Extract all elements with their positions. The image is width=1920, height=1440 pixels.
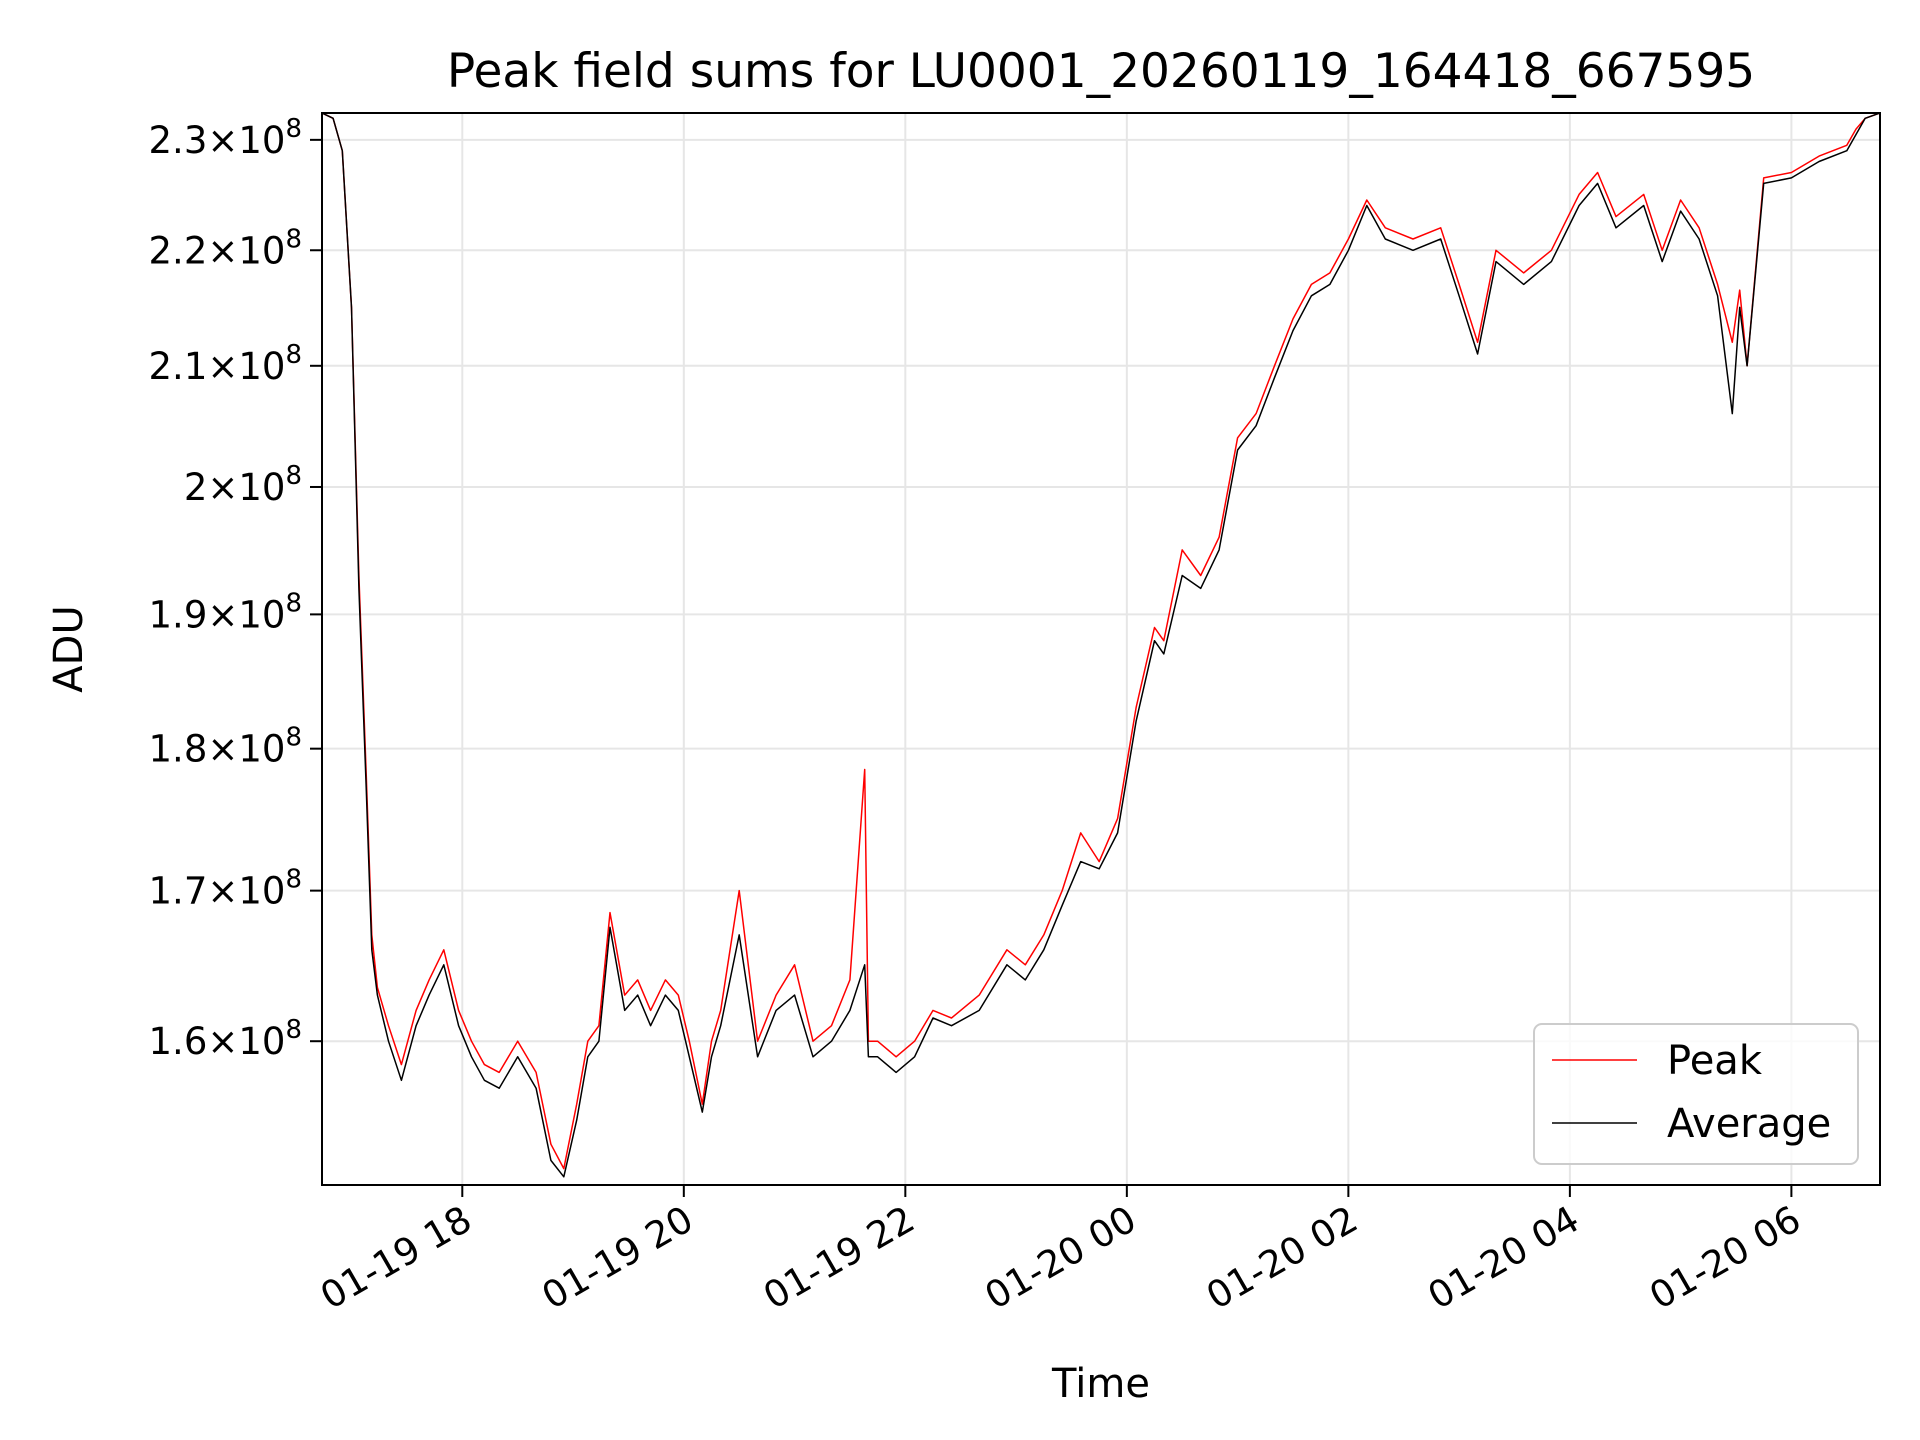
- y-tick-label: 2.3×108: [149, 114, 302, 162]
- y-tick-label: 2.1×108: [149, 340, 302, 388]
- plot-area-frame: [321, 112, 1881, 1186]
- legend-label-peak: Peak: [1667, 1038, 1763, 1084]
- series-line-peak: [322, 113, 1880, 1170]
- y-tick-label: 1.6×108: [149, 1015, 302, 1063]
- legend-box: [1533, 1023, 1859, 1165]
- y-tick-label: 1.8×108: [149, 723, 302, 771]
- legend: Peak Average: [1533, 1023, 1859, 1165]
- plot-series: [322, 113, 1880, 1178]
- y-tick-label: 2×108: [184, 461, 302, 509]
- chart-title: Peak field sums for LU0001_20260119_1644…: [447, 44, 1755, 99]
- series-line-average: [322, 113, 1880, 1178]
- y-tick-label: 2.2×108: [149, 224, 302, 272]
- y-axis-label: ADU: [46, 605, 92, 692]
- y-tick-label: 1.9×108: [149, 588, 302, 636]
- y-axis-ticks: 1.6×108 1.7×108 1.8×108 1.9×108 2×108 2.1×108…: [149, 114, 322, 1063]
- y-tick-label: 1.7×108: [149, 865, 302, 913]
- legend-label-average: Average: [1667, 1101, 1831, 1147]
- grid-lines: [322, 113, 1880, 1185]
- x-axis-label: Time: [1051, 1361, 1150, 1407]
